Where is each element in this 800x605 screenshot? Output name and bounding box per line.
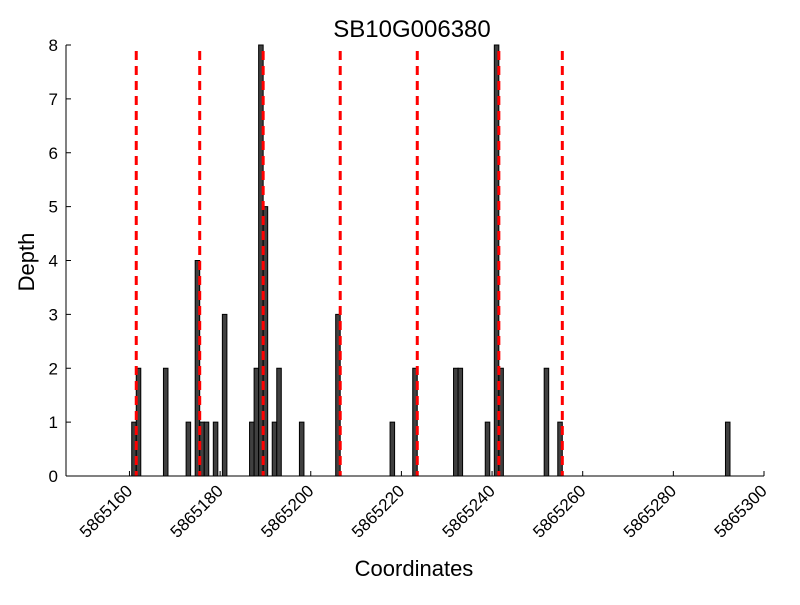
y-tick-label: 7 (49, 90, 58, 109)
bar (212, 421, 219, 477)
x-axis-label: Coordinates (355, 556, 474, 581)
bar (453, 367, 459, 477)
x-tick-label: 5865240 (439, 481, 499, 541)
bar (389, 421, 396, 477)
bar (543, 367, 550, 477)
x-tick-label: 5865160 (76, 481, 136, 541)
chart-title: SB10G006380 (333, 16, 490, 43)
plot-area: 0 1 2 3 4 5 6 7 8 5865160 5865180 5865200 5865220 586… (49, 36, 771, 542)
bar (724, 421, 731, 477)
y-tick-label: 4 (49, 252, 58, 271)
bar (253, 367, 260, 477)
y-tick-label: 5 (49, 198, 58, 217)
bar (162, 367, 169, 477)
bar (276, 367, 282, 477)
bar (203, 421, 210, 477)
x-tick-label: 5865200 (257, 481, 317, 541)
y-tick-label: 2 (49, 359, 58, 378)
y-tick-label: 6 (49, 144, 58, 163)
x-tick-label: 5865260 (529, 481, 589, 541)
y-tick-label: 1 (49, 413, 58, 432)
bar (484, 421, 491, 477)
bar (457, 367, 464, 477)
bar (249, 421, 255, 477)
bar (185, 421, 192, 477)
bar (271, 421, 278, 477)
y-axis-label: Depth (14, 233, 39, 292)
x-tick-label: 5865180 (167, 481, 227, 541)
y-tick-label: 8 (49, 36, 58, 55)
bar (221, 313, 228, 477)
y-tick-label: 0 (49, 467, 58, 486)
x-tick-label: 5865220 (348, 481, 408, 541)
bar (298, 421, 305, 477)
y-tick-label: 3 (49, 305, 58, 324)
x-tick-label: 5865280 (620, 481, 680, 541)
x-tick-label: 5865300 (711, 481, 771, 541)
